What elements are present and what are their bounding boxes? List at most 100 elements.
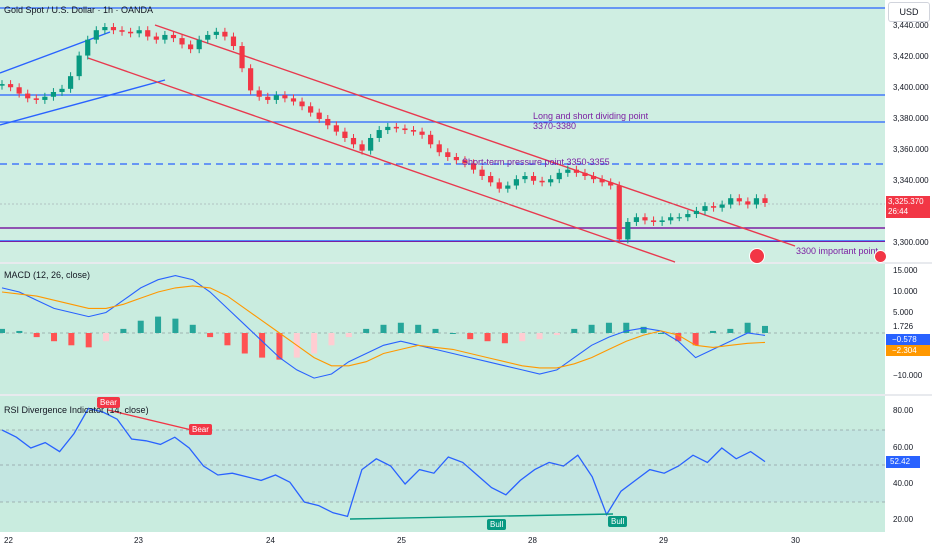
current-price-badge: 3,325.370 26:44 [886, 196, 930, 218]
falling-channel-lower[interactable] [87, 57, 676, 263]
macd-line [1, 275, 766, 379]
macd-tick: 10.000 [893, 287, 918, 296]
rising-channel-upper[interactable] [0, 31, 111, 74]
candle-body [67, 76, 74, 89]
macd-histogram-bar [415, 324, 422, 333]
candle-body [368, 137, 374, 151]
candle-body [710, 206, 717, 208]
candle-body [230, 36, 237, 47]
candle-body [393, 126, 399, 129]
candle-body [462, 160, 468, 164]
macd-histogram-bar [640, 326, 647, 333]
candles-layer[interactable] [0, 23, 768, 244]
macd-value-badge: −0.578 [886, 334, 930, 345]
candle-body [205, 34, 211, 40]
time-tick: 25 [397, 536, 406, 545]
candle-body [273, 95, 279, 100]
macd-histogram-bar [189, 324, 196, 333]
pressure-point-label: Short-term pressure point 3350-3355 [462, 157, 610, 167]
macd-histogram-bar [345, 333, 352, 338]
time-tick: 28 [528, 536, 537, 545]
time-tick: 29 [659, 536, 668, 545]
price-tick: 3,360.000 [893, 145, 929, 154]
rising-channel-lower[interactable] [0, 79, 166, 126]
candle-body [530, 176, 537, 181]
price-tick: 3,440.000 [893, 21, 929, 30]
macd-title[interactable]: MACD (12, 26, close) [4, 270, 91, 280]
macd-histogram-bar [51, 333, 58, 342]
candle-body [428, 134, 434, 145]
candle-body [556, 172, 562, 180]
candle-body [668, 217, 674, 221]
macd-histogram-bar [137, 320, 144, 333]
macd-histogram-bar [588, 324, 595, 333]
macd-histogram-bar [155, 316, 162, 333]
bear-label: Bear [189, 424, 212, 435]
candle-body [753, 198, 760, 205]
rsi-tick: 60.00 [893, 443, 914, 452]
candle-body [505, 185, 511, 189]
macd-histogram-bar [363, 328, 370, 333]
macd-histogram-bar [744, 322, 751, 333]
macd-histogram-bar [397, 322, 404, 333]
macd-histogram-bar [501, 333, 508, 344]
macd-histogram-bar [519, 333, 526, 342]
macd-histogram-bar [675, 333, 682, 342]
candle-body [256, 90, 262, 97]
macd-histogram-bar [692, 333, 699, 346]
rsi-title[interactable]: RSI Divergence Indicator (14, close) [4, 405, 149, 415]
falling-channel-upper[interactable] [154, 24, 796, 247]
macd-layer[interactable] [0, 275, 885, 379]
macd-histogram-bar [172, 318, 179, 333]
time-tick: 22 [4, 536, 13, 545]
macd-histogram-bar [762, 325, 768, 333]
candle-body [590, 176, 597, 180]
candle-body [548, 179, 554, 183]
important-point-label: 3300 important point [796, 246, 879, 256]
flag-icon[interactable] [874, 250, 887, 263]
candle-body [402, 128, 408, 131]
macd-histogram-bar [727, 328, 734, 333]
drawings-layer[interactable] [0, 7, 885, 263]
chart-title[interactable]: Gold Spot / U.S. Dollar · 1h · OANDA [4, 5, 154, 15]
candle-body [616, 185, 622, 240]
candle-body [436, 144, 442, 153]
candle-body [239, 46, 245, 69]
candle-body [582, 172, 588, 177]
candle-body [625, 221, 631, 240]
currency-label: USD [899, 7, 919, 17]
rsi-value-badge: 52.42 [886, 456, 920, 468]
candle-body [488, 176, 494, 183]
rsi-tick: 20.00 [893, 515, 914, 524]
rsi-line [1, 407, 766, 518]
candle-body [162, 34, 168, 40]
candle-body [265, 96, 271, 100]
candle-body [642, 217, 648, 221]
candle-body [102, 27, 108, 31]
candle-body [513, 179, 519, 186]
candle-body [685, 214, 691, 218]
macd-histogram-bar [0, 328, 5, 333]
currency-button[interactable]: USD [888, 2, 930, 22]
candle-body [608, 182, 614, 186]
candle-body [453, 156, 459, 161]
time-scale-bg[interactable] [0, 532, 885, 550]
candle-body [676, 217, 682, 219]
candle-body [650, 220, 657, 222]
macd-histogram-bar [241, 333, 248, 354]
macd-histogram-bar [380, 324, 387, 333]
candle-body [170, 34, 177, 39]
macd-histogram-bar [484, 333, 491, 342]
rsi-static [0, 409, 885, 520]
rsi-tick: 40.00 [893, 479, 914, 488]
rsi-layer[interactable] [0, 407, 885, 518]
candle-body [299, 101, 305, 107]
candle-body [0, 84, 5, 86]
economic-event-icon[interactable] [749, 248, 765, 264]
candle-body [573, 169, 579, 173]
bull-label: Bull [608, 516, 628, 527]
macd-histogram-bar [553, 333, 560, 336]
dividing-range-label: 3370-3380 [533, 121, 577, 131]
